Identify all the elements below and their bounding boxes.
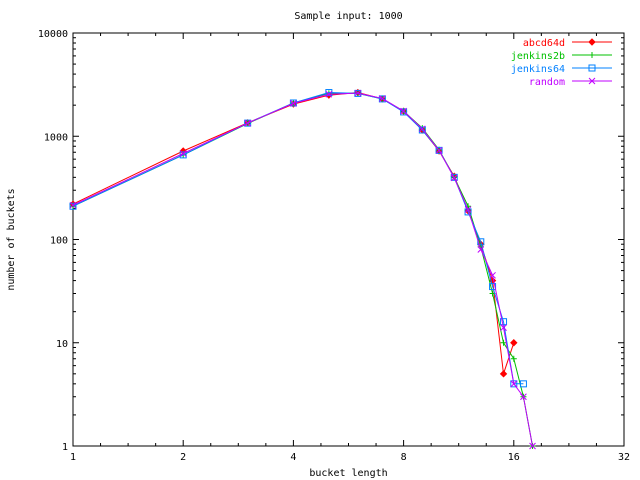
data-point (510, 355, 517, 362)
series-line (72, 91, 515, 374)
data-point (378, 95, 386, 103)
data-point (325, 90, 333, 98)
data-point (418, 126, 426, 134)
legend-entry: random (529, 77, 612, 88)
data-point (450, 174, 458, 182)
x-tick-label: 2 (180, 452, 186, 463)
x-tick-label: 1 (70, 452, 76, 463)
legend: abcd64d jenkins2b jenkins64 random (511, 38, 612, 88)
series-line (72, 92, 533, 447)
data-point (500, 324, 507, 332)
series-random (69, 89, 536, 450)
series-layer (69, 88, 536, 450)
legend-marker (588, 38, 596, 46)
axes: 1 2 4 8 16 32 1 10 100 1000 10000 (38, 29, 630, 463)
data-point (519, 380, 527, 388)
data-point (418, 125, 426, 133)
data-point (244, 119, 252, 127)
data-point (400, 107, 407, 115)
data-point (400, 108, 408, 116)
x-tick-label: 16 (508, 452, 520, 463)
legend-label: abcd64d (523, 38, 565, 49)
legend-marker (588, 77, 596, 85)
data-point (435, 147, 443, 154)
data-point (290, 100, 297, 107)
legend-entry: abcd64d (523, 38, 612, 49)
data-point (499, 370, 508, 378)
series-line (72, 91, 524, 385)
data-point (70, 203, 76, 210)
x-tick-label: 32 (618, 452, 630, 463)
y-tick-label: 1 (62, 442, 68, 453)
data-point (510, 339, 518, 347)
series-line (72, 92, 533, 447)
data-point (464, 206, 472, 213)
data-point (510, 380, 518, 388)
y-tick-label: 1000 (44, 132, 68, 143)
data-point (477, 238, 485, 246)
data-point (450, 173, 458, 181)
legend-entry: jenkins64 (511, 64, 612, 75)
legend-entry: jenkins2b (511, 51, 612, 62)
data-point (325, 89, 333, 97)
y-axis-label: number of buckets (6, 188, 17, 290)
y-tick-label: 10000 (38, 29, 68, 40)
data-point (489, 271, 496, 279)
data-point (520, 393, 527, 401)
series-jenkins64 (69, 89, 527, 388)
x-tick-label: 8 (401, 452, 407, 463)
data-point (244, 119, 252, 127)
plot-frame (72, 32, 625, 447)
legend-marker (588, 64, 596, 72)
data-point (529, 442, 536, 450)
x-tick-label: 4 (290, 452, 296, 463)
data-point (500, 318, 508, 326)
data-point (500, 339, 507, 346)
data-point (489, 283, 497, 291)
data-point (510, 380, 518, 388)
x-axis-label: bucket length (309, 468, 387, 479)
series-jenkins2b (70, 90, 536, 449)
legend-label: random (529, 77, 565, 88)
data-point (69, 202, 77, 210)
data-point (477, 246, 485, 253)
data-point (379, 95, 386, 102)
data-point (69, 201, 77, 209)
data-point (435, 146, 443, 154)
legend-label: jenkins64 (511, 64, 565, 75)
chart-title: Sample input: 1000 (294, 11, 402, 22)
series-abcd64d (69, 88, 518, 378)
data-point (354, 89, 362, 97)
data-point (179, 150, 187, 157)
legend-marker (589, 52, 595, 58)
legend-label: jenkins2b (511, 51, 565, 62)
y-tick-label: 100 (50, 236, 68, 247)
y-tick-label: 10 (56, 339, 68, 350)
